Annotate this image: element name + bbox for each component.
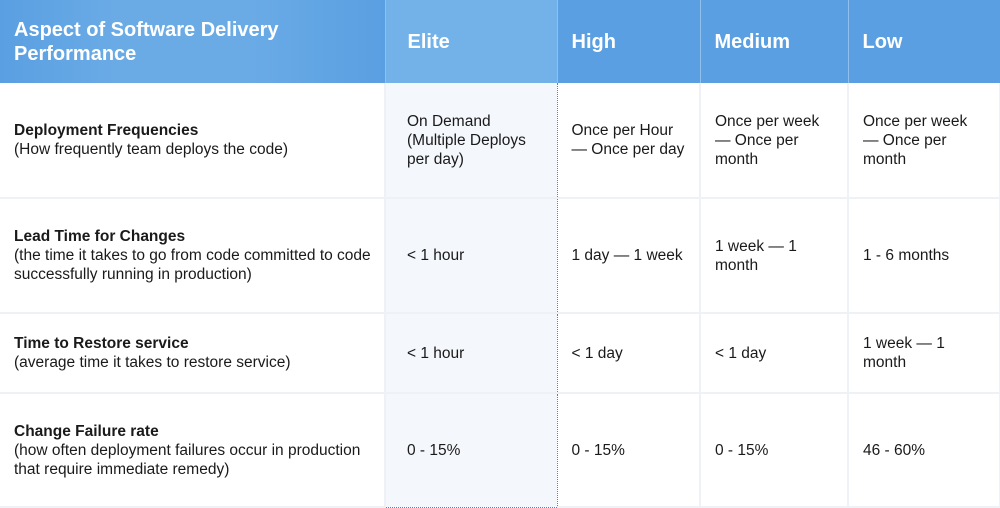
value-cell: Once per week — Once per month	[700, 83, 849, 199]
value-cell: < 1 hour	[384, 313, 558, 394]
value-cell: < 1 hour	[384, 198, 558, 314]
value-cell: 1 - 6 months	[848, 198, 1000, 314]
header-cell: High	[557, 0, 701, 83]
aspect-cell: Lead Time for Changes (the time it takes …	[0, 198, 386, 314]
header-cell: Low	[848, 0, 1000, 83]
aspect-description: (How frequently team deploys the code)	[14, 141, 288, 158]
aspect-description: (average time it takes to restore servic…	[14, 354, 291, 371]
value-cell: 46 - 60%	[848, 393, 1000, 508]
value-cell: < 1 day	[557, 313, 701, 394]
value-cell: On Demand (Multiple Deploys per day)	[384, 83, 558, 199]
aspect-title: Lead Time for Changes	[14, 228, 186, 245]
value-cell: Once per week — Once per month	[848, 83, 1000, 199]
aspect-description: (how often deployment failures occur in …	[14, 441, 361, 478]
value-cell: 0 - 15%	[700, 393, 849, 508]
value-cell: 1 week — 1 month	[700, 198, 849, 314]
header-cell: Aspect of Software Delivery Performance	[0, 0, 386, 83]
table-row: Change Failure rate (how often deployment…	[0, 393, 1000, 508]
aspect-cell: Change Failure rate (how often deployment…	[0, 393, 386, 508]
aspect-title: Deployment Frequencies	[14, 122, 199, 139]
value-cell: < 1 day	[700, 313, 849, 394]
aspect-cell: Time to Restore service (average time it …	[0, 313, 386, 394]
table-row: Lead Time for Changes (the time it takes …	[0, 198, 1000, 314]
value-cell: 1 day — 1 week	[557, 198, 701, 314]
table-row: Time to Restore service (average time it …	[0, 313, 1000, 394]
value-cell: Once per Hour — Once per day	[557, 83, 701, 199]
aspect-title: Change Failure rate	[14, 422, 159, 440]
value-cell: 0 - 15%	[384, 393, 558, 508]
table-body: Deployment Frequencies (How frequently te…	[0, 83, 1000, 508]
header-cell: Elite	[385, 0, 558, 83]
value-cell: 0 - 15%	[557, 393, 701, 508]
table-row: Deployment Frequencies (How frequently te…	[0, 83, 1000, 199]
aspect-title: Time to Restore service	[14, 335, 189, 352]
value-cell: 1 week — 1 month	[848, 313, 1000, 394]
header-row: Aspect of Software Delivery Performance …	[0, 0, 1000, 83]
header-cell: Medium	[700, 0, 849, 83]
aspect-description: (the time it takes to go from code commi…	[14, 247, 371, 283]
aspect-cell: Deployment Frequencies (How frequently te…	[0, 83, 386, 199]
